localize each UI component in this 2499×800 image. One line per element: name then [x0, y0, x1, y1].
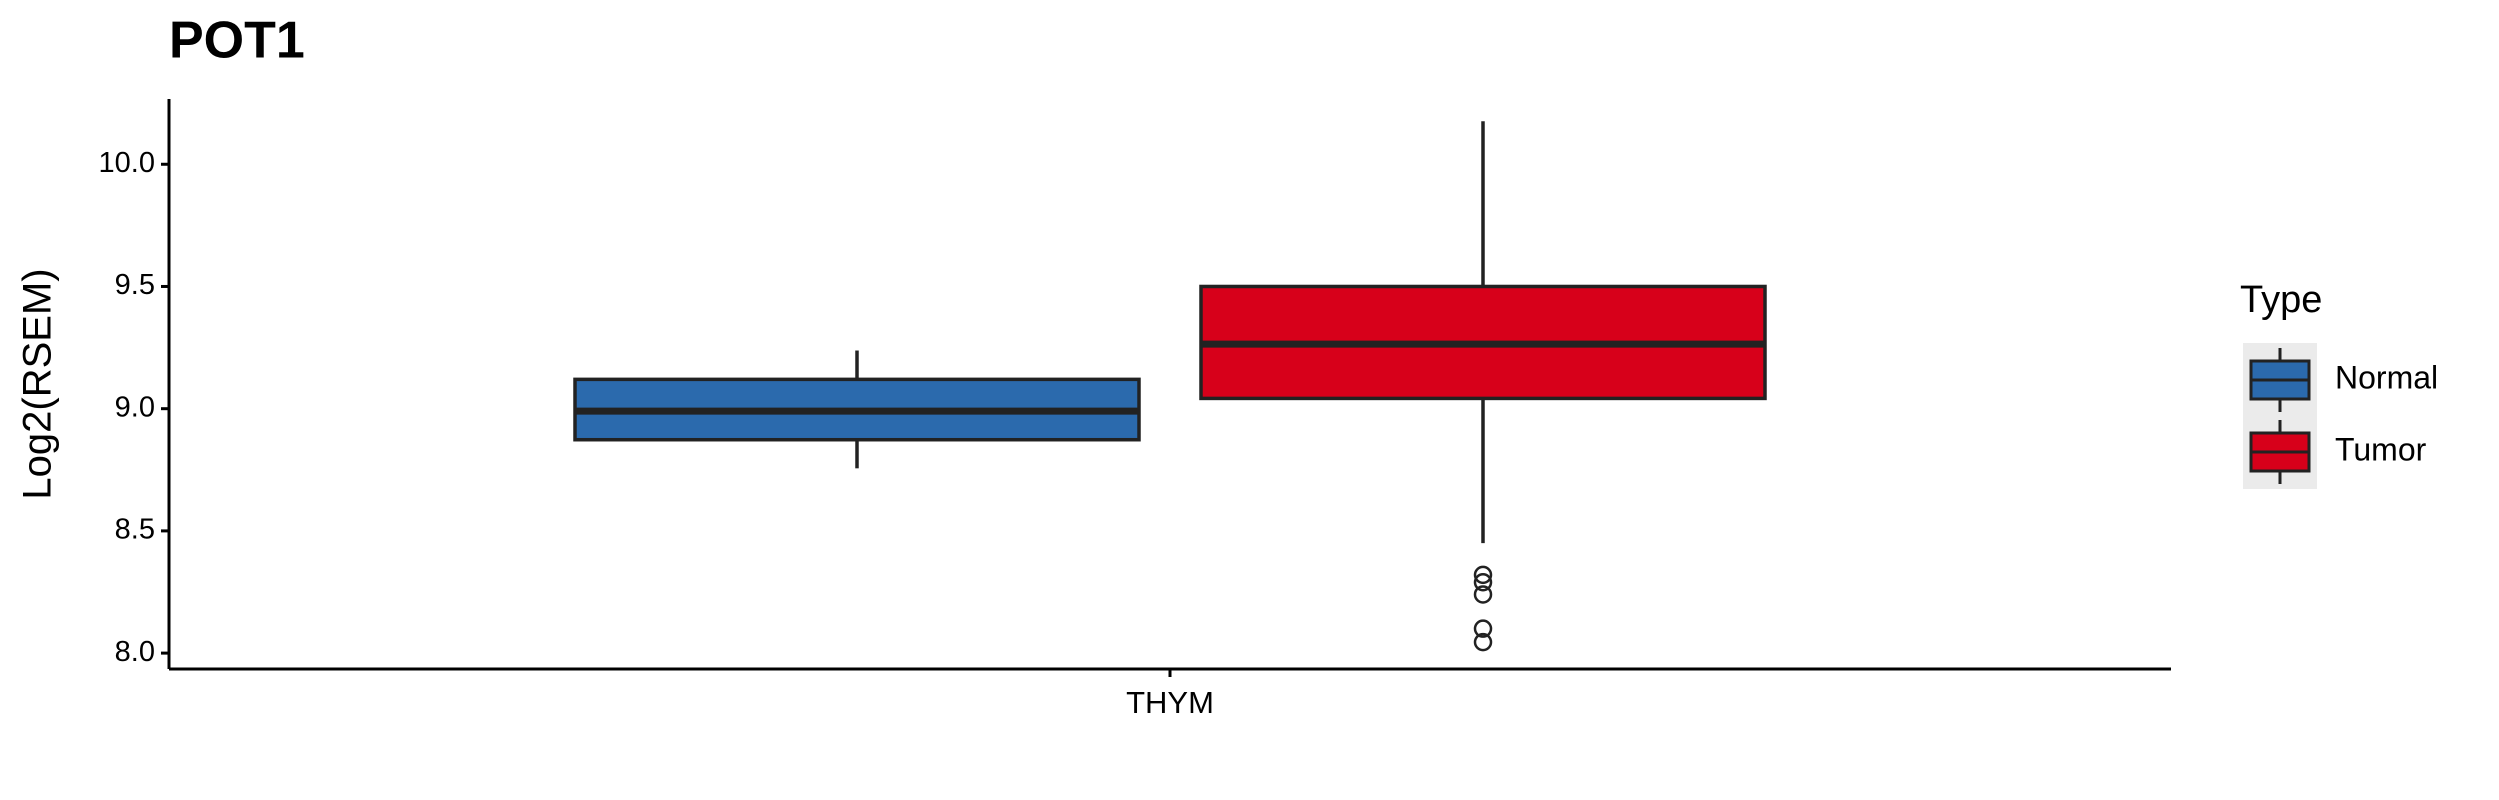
y-tick-label: 8.5: [115, 514, 155, 546]
outlier: [1473, 572, 1493, 592]
outlier: [1473, 632, 1493, 652]
y-tick-label: 9.0: [115, 391, 155, 423]
legend-label: Tumor: [2335, 431, 2427, 467]
y-tick-label: 9.5: [115, 269, 155, 301]
legend-label: Normal: [2335, 359, 2438, 395]
legend-title: Type: [2240, 279, 2322, 321]
y-tick-label: 8.0: [115, 636, 155, 668]
y-axis-label: Log2(RSEM): [16, 268, 60, 499]
y-tick-label: 10.0: [99, 147, 155, 179]
outlier: [1473, 565, 1493, 585]
outlier: [1473, 619, 1493, 638]
x-tick-label: THYM: [1126, 685, 1214, 720]
outlier: [1473, 585, 1493, 604]
chart-title: POT1: [169, 12, 305, 70]
